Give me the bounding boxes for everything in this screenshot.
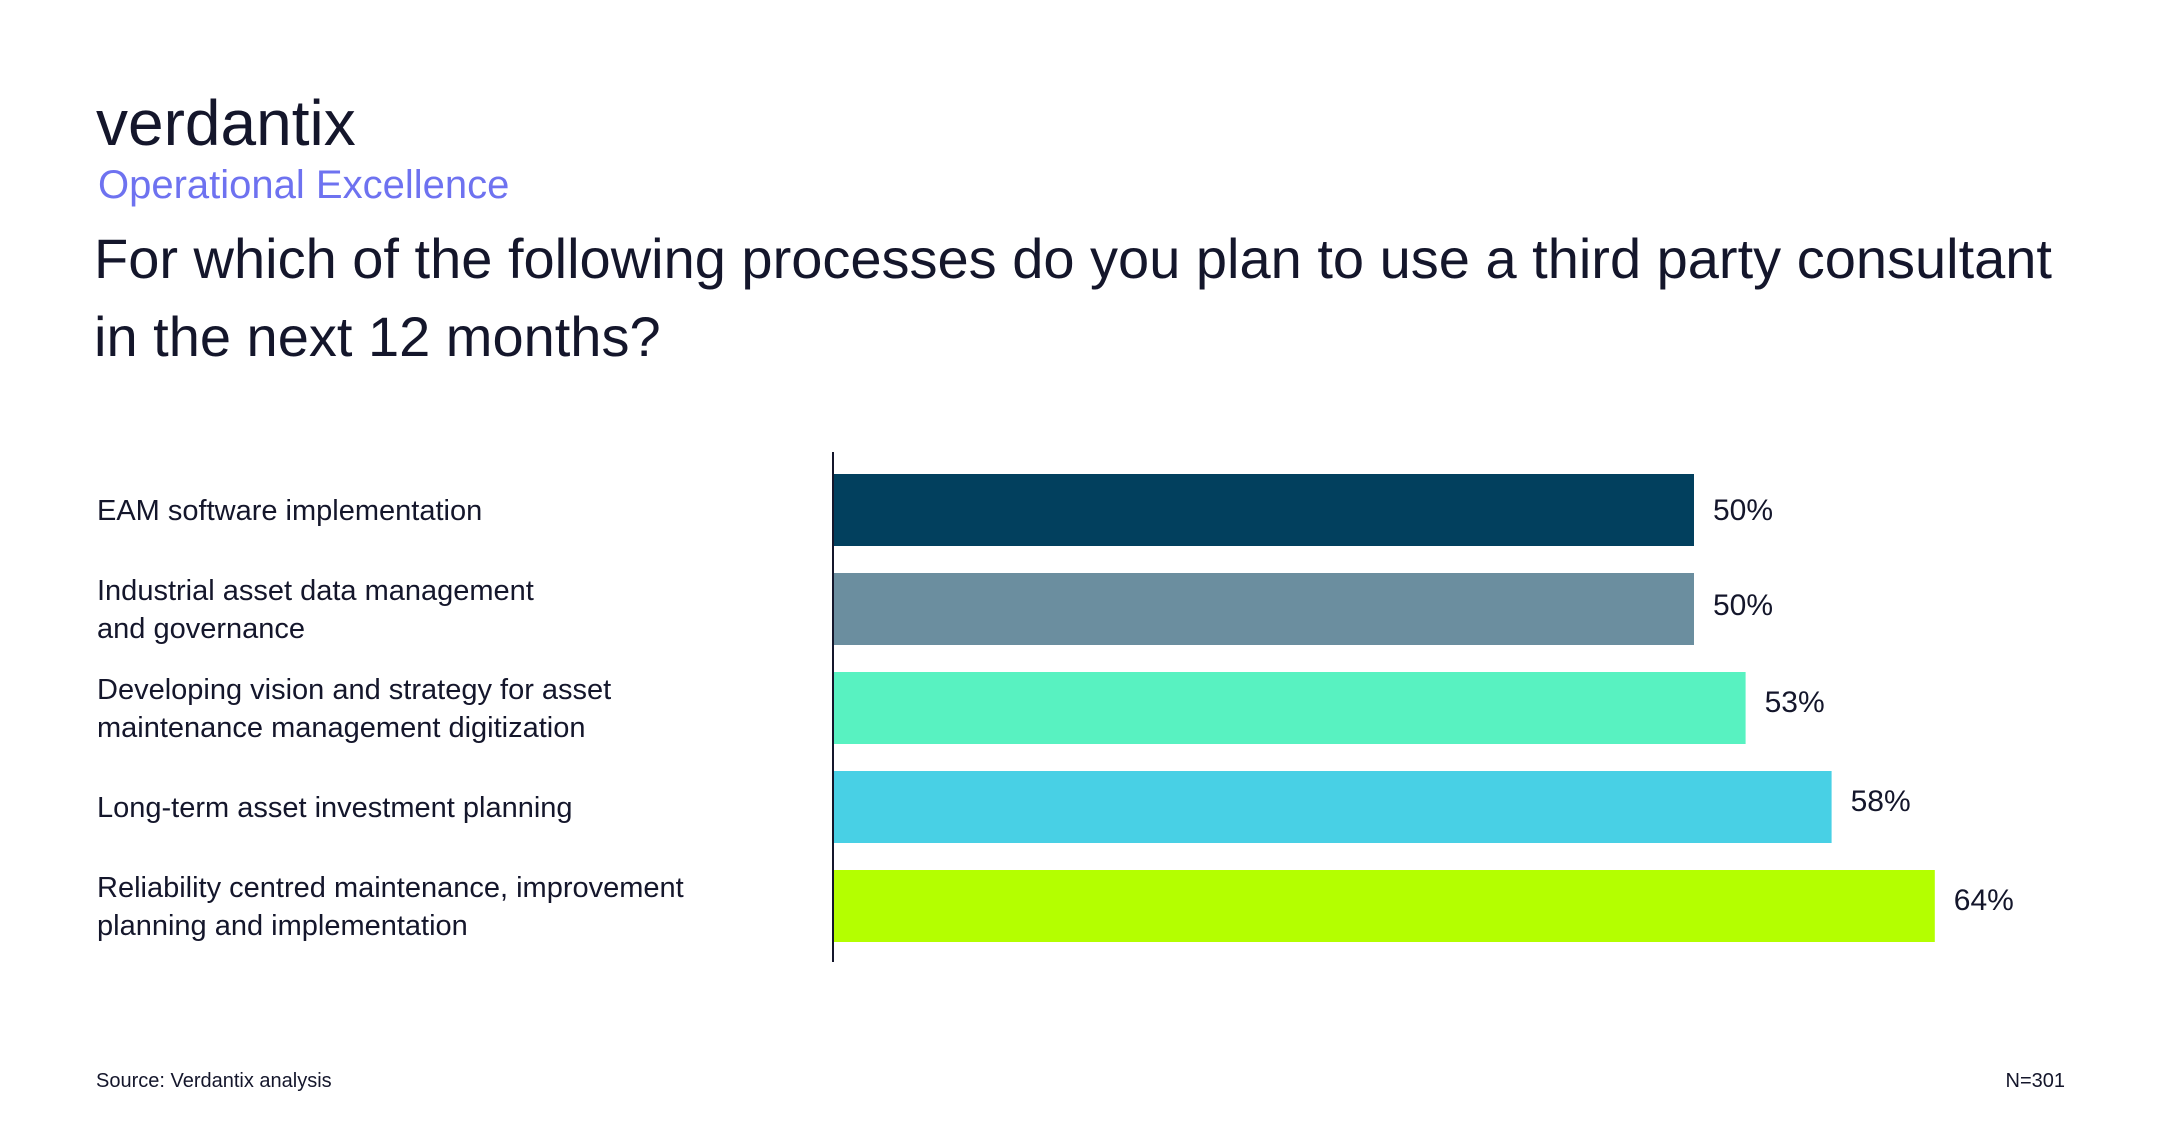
bar-4 (834, 771, 1832, 843)
chart-title: For which of the following processes do … (94, 227, 2052, 368)
chart-subtitle: Operational Excellence (98, 163, 510, 207)
bar-1 (834, 474, 1694, 546)
value-label-3: 53% (1765, 686, 1825, 719)
value-label-2: 50% (1713, 589, 1773, 622)
verdantix-logo: verdantix (96, 87, 356, 159)
category-label-3: Developing vision and strategy for asset… (97, 674, 611, 744)
bar-5 (834, 870, 1935, 942)
category-label-4: Long-term asset investment planning (97, 792, 573, 824)
category-label-2: Industrial asset data management and gove… (97, 575, 534, 645)
value-label-5: 64% (1954, 884, 2014, 917)
category-label-5: Reliability centred maintenance, improve… (97, 872, 684, 942)
value-label-1: 50% (1713, 494, 1773, 527)
value-label-4: 58% (1851, 785, 1911, 818)
sample-size: N=301 (2005, 1070, 2066, 1092)
source-note: Source: Verdantix analysis (96, 1070, 332, 1092)
bar-2 (834, 573, 1694, 645)
category-label-1: EAM software implementation (97, 495, 482, 527)
bar-3 (834, 672, 1746, 744)
